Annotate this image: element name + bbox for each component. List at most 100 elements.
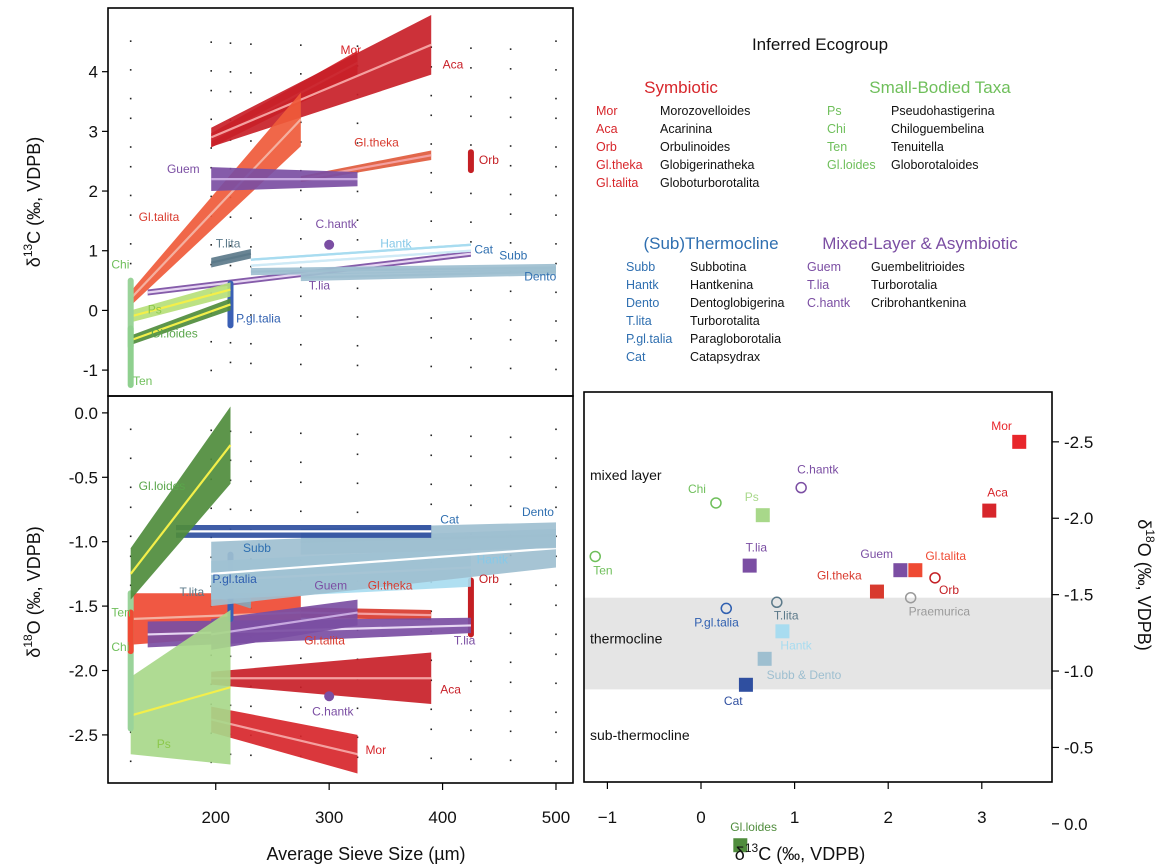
sieve-dot-275 bbox=[300, 218, 302, 220]
sieve-dot-125 bbox=[129, 243, 132, 245]
sieve-dot-231 bbox=[250, 362, 252, 365]
sieve-dot-231 bbox=[250, 43, 252, 45]
legend-abbr-chi: Chi bbox=[827, 122, 846, 136]
sieve-dot-460 bbox=[509, 759, 512, 762]
legend-abbr-ten: Ten bbox=[827, 140, 847, 154]
sieve-dot-425 bbox=[470, 455, 472, 458]
series-label-aca: Aca bbox=[440, 683, 461, 697]
scatter-y-tick-label-4: -0.5 bbox=[1064, 738, 1093, 757]
sieve-dot-325 bbox=[356, 122, 359, 125]
point-ten bbox=[589, 550, 601, 563]
d18o-y-axis-label: δ18O (‰, VDPB) bbox=[21, 526, 44, 657]
sieve-dot-196 bbox=[210, 369, 213, 372]
sieve-dot-125 bbox=[129, 760, 132, 763]
sieve-dot-231 bbox=[250, 656, 252, 659]
sieve-dot-500 bbox=[555, 165, 557, 168]
sieve-dot-231 bbox=[250, 431, 252, 434]
sieve-dot-500 bbox=[555, 731, 557, 734]
sieve-dot-325 bbox=[356, 45, 359, 47]
sieve-dot-425 bbox=[470, 221, 472, 223]
sieve-dot-325 bbox=[356, 344, 359, 347]
sieve-dot-231 bbox=[250, 217, 252, 219]
scatter-y-tick-label-0: -2.5 bbox=[1064, 433, 1093, 452]
sieve-dot-213 bbox=[229, 42, 232, 44]
sieve-dot-390 bbox=[430, 757, 433, 760]
series-line-guem bbox=[211, 611, 358, 636]
zone-label-mixed-layer: mixed layer bbox=[590, 467, 662, 483]
d13c-panel: Mor Aca Gl.theka Gl.talita Orb Guem C.hantk T.l… bbox=[21, 7, 574, 397]
sieve-dot-500 bbox=[555, 506, 557, 509]
sieve-dot-460 bbox=[509, 48, 512, 50]
sieve-dot-390 bbox=[430, 94, 433, 97]
sieve-dot-425 bbox=[470, 660, 472, 663]
sieve-dot-425 bbox=[470, 192, 472, 195]
sieve-dot-390 bbox=[430, 365, 433, 368]
y-tick-label-0-5: -0.5 bbox=[69, 468, 98, 487]
sieve-size-axis-label: Average Sieve Size (µm) bbox=[266, 844, 465, 864]
sieve-dot-500 bbox=[555, 682, 557, 685]
point-orb bbox=[929, 572, 941, 584]
y-tick-label-4: 4 bbox=[89, 63, 98, 82]
sieve-dot-425 bbox=[470, 318, 472, 320]
point-label-ps: Ps bbox=[745, 490, 759, 504]
series-line-subb bbox=[250, 266, 557, 273]
sieve-dot-125 bbox=[129, 506, 132, 509]
sieve-dot-213 bbox=[229, 71, 232, 73]
sieve-dot-325 bbox=[356, 453, 359, 456]
point-hantk bbox=[775, 624, 790, 639]
sieve-dot-390 bbox=[430, 317, 433, 319]
y-tick-label-3: 3 bbox=[89, 122, 98, 141]
d18o-panel-frame bbox=[107, 395, 574, 784]
point-t-lia bbox=[742, 558, 757, 573]
sieve-dot-500 bbox=[555, 291, 557, 294]
series-label-chi: Chi bbox=[111, 640, 129, 654]
sieve-dot-196 bbox=[210, 89, 213, 92]
sieve-dot-275 bbox=[300, 510, 302, 513]
legend-name-acarinina: Acarinina bbox=[660, 122, 712, 136]
sieve-dot-213 bbox=[229, 361, 232, 364]
point-label-gl-loides: Gl.loides bbox=[730, 820, 777, 834]
sieve-dot-325 bbox=[356, 482, 359, 485]
y-tick-label-2-0: -2.0 bbox=[69, 662, 98, 681]
series-band-mor bbox=[211, 706, 358, 774]
point-gl-theka bbox=[869, 584, 884, 599]
sieve-dot-125 bbox=[129, 146, 132, 148]
scatter-x-tick-label-4: 3 bbox=[977, 808, 986, 827]
series-line-ps bbox=[130, 288, 231, 318]
sieve-dot-390 bbox=[430, 728, 433, 731]
legend-abbr-cat: Cat bbox=[626, 350, 646, 364]
point-p-gl-talia bbox=[720, 602, 733, 615]
series-label-orb: Orb bbox=[479, 572, 499, 586]
sieve-dot-231 bbox=[250, 72, 252, 74]
sieve-dot-390 bbox=[430, 171, 433, 174]
sieve-dot-390 bbox=[430, 708, 433, 711]
series-label-c-hantk: C.hantk bbox=[312, 705, 354, 719]
sieve-dot-325 bbox=[356, 239, 359, 241]
sieve-dot-275 bbox=[300, 657, 302, 660]
sieve-dot-500 bbox=[555, 457, 557, 460]
sieve-dot-196 bbox=[210, 70, 213, 72]
sieve-dot-125 bbox=[129, 194, 132, 197]
sieve-dot-213 bbox=[229, 90, 232, 93]
point-label-chi: Chi bbox=[688, 482, 706, 496]
series-label-subb: Subb bbox=[499, 249, 527, 263]
legend-name-cribrohantkenina: Cribrohantkenina bbox=[871, 296, 966, 310]
sieve-dot-425 bbox=[470, 709, 472, 712]
series-band-gl-loides bbox=[130, 406, 231, 600]
legend-name-dentoglobigerina: Dentoglobigerina bbox=[690, 296, 785, 310]
sieve-dot-125 bbox=[129, 535, 132, 538]
point-label-ten: Ten bbox=[593, 563, 612, 577]
y-tick-label-1: -1 bbox=[83, 361, 98, 380]
legend-name-catapsydrax: Catapsydrax bbox=[690, 350, 761, 364]
series-line-gl-talita bbox=[129, 118, 302, 300]
sieve-dot-325 bbox=[356, 364, 359, 367]
sieve-dot-425 bbox=[470, 289, 472, 292]
sieve-dot-460 bbox=[509, 681, 512, 684]
legend-abbr-aca: Aca bbox=[596, 122, 618, 136]
legend-heading-symbiotic: Symbiotic bbox=[644, 78, 718, 97]
sieve-dot-275 bbox=[300, 432, 302, 435]
d18o-panel: Mor Aca Gl.talita Gl.theka Orb C.hantk T.lia Gu… bbox=[21, 395, 574, 864]
sieve-dot-196 bbox=[210, 118, 213, 121]
sieve-dot-460 bbox=[509, 96, 512, 99]
sieve-dot-390 bbox=[430, 503, 433, 506]
